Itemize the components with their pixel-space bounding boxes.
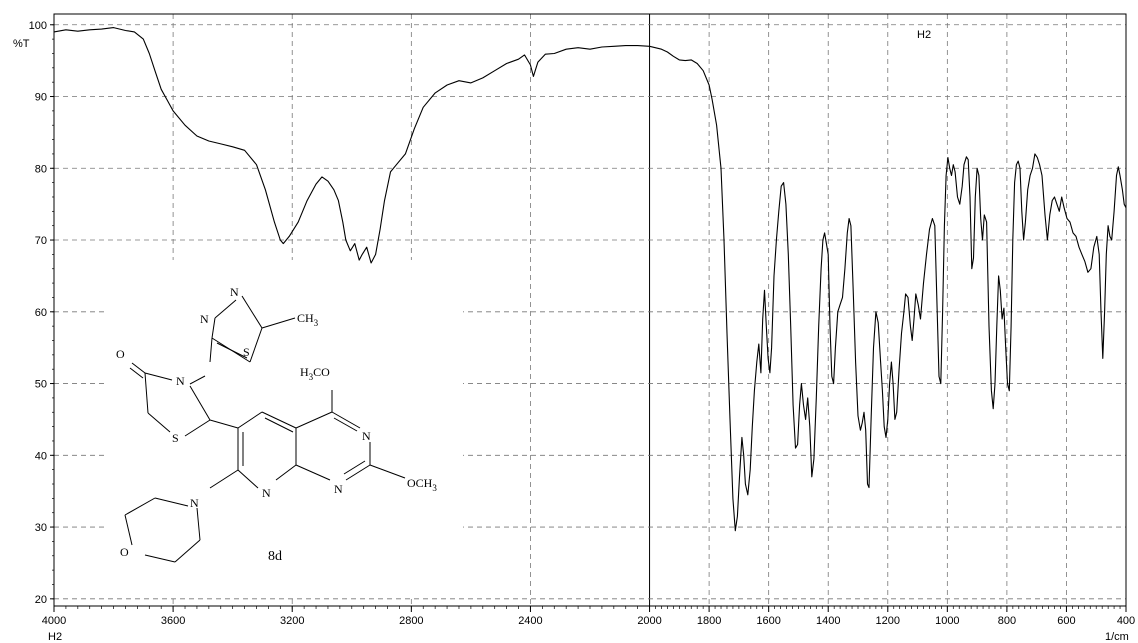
bond xyxy=(216,342,248,359)
bond xyxy=(331,411,361,429)
bond xyxy=(241,295,263,329)
bond xyxy=(237,469,259,489)
bond xyxy=(124,514,133,546)
bond xyxy=(211,317,216,339)
methoxy-top-subscript: 3 xyxy=(309,372,314,382)
y-tick-label: 20 xyxy=(35,594,47,606)
bond xyxy=(124,497,156,516)
bond xyxy=(264,417,294,433)
atom-label: O xyxy=(120,545,129,559)
y-tick-label: 70 xyxy=(35,235,47,247)
x-tick-label: 2800 xyxy=(399,615,423,627)
x-tick-label: 1400 xyxy=(816,615,840,627)
bond xyxy=(209,469,239,489)
bond xyxy=(249,327,263,363)
bond xyxy=(131,362,146,374)
bond xyxy=(189,375,206,385)
methoxy-top-co: CO xyxy=(313,365,330,379)
chemical-structure-8d: N N S CH3 O N S H3CO N N OCH3 N N O 8d xyxy=(108,260,463,595)
bond xyxy=(261,411,297,429)
methoxy-top-h: H xyxy=(300,365,309,379)
x-tick-label: 800 xyxy=(998,615,1016,627)
bond xyxy=(147,412,171,433)
atom-label: O xyxy=(116,347,125,361)
y-axis-label: %T xyxy=(13,38,30,50)
bond xyxy=(295,464,331,481)
atom-label: S xyxy=(172,431,179,445)
compound-label: 8d xyxy=(268,549,282,564)
bond xyxy=(189,385,211,421)
y-tick-label: 30 xyxy=(35,522,47,534)
x-tick-label: 1000 xyxy=(935,615,959,627)
bond xyxy=(209,337,213,363)
bond xyxy=(144,372,173,381)
bond xyxy=(144,554,176,563)
x-axis-label: 1/cm xyxy=(1105,631,1129,643)
atom-label: CH3 xyxy=(297,311,319,328)
bond xyxy=(343,460,366,475)
bond xyxy=(261,317,296,329)
bond xyxy=(174,539,201,563)
bond xyxy=(196,507,201,541)
y-tick-label: 90 xyxy=(35,92,47,104)
x-tick-label: 2400 xyxy=(518,615,542,627)
atom-label: N xyxy=(334,482,343,496)
x-tick-label: 1600 xyxy=(756,615,780,627)
atom-label: S xyxy=(243,345,250,359)
bond xyxy=(154,497,189,507)
methyl-text: CH xyxy=(297,311,314,325)
atom-label: N xyxy=(190,496,199,510)
y-tick-label: 80 xyxy=(35,163,47,175)
bond xyxy=(209,419,239,429)
x-tick-label: 1800 xyxy=(697,615,721,627)
bond xyxy=(345,464,371,481)
bond xyxy=(184,419,211,437)
chart-title: H2 xyxy=(917,29,931,41)
methyl-subscript: 3 xyxy=(314,318,319,328)
methoxy-right-text: OCH xyxy=(407,476,433,490)
atom-label: N xyxy=(230,285,239,299)
bond xyxy=(214,299,237,319)
spectrum-line xyxy=(53,27,1127,532)
methoxy-right-subscript: 3 xyxy=(432,483,437,493)
structure-background xyxy=(108,260,463,595)
bond xyxy=(333,417,358,432)
bond xyxy=(144,372,149,414)
y-tick-label: 100 xyxy=(29,20,47,32)
x-tick-label: 1200 xyxy=(876,615,900,627)
x-tick-label: 400 xyxy=(1117,615,1135,627)
bond xyxy=(237,411,263,429)
bond xyxy=(275,464,297,481)
atom-label: N xyxy=(362,429,371,443)
atom-label: N xyxy=(262,486,271,500)
bond xyxy=(295,411,333,429)
bond xyxy=(129,367,144,379)
atom-label: N xyxy=(200,312,209,326)
x-corner-label: H2 xyxy=(48,631,62,643)
atom-label: H3CO xyxy=(300,365,330,382)
spectrum-series xyxy=(53,27,1127,532)
bond xyxy=(369,464,406,479)
atom-label: OCH3 xyxy=(407,476,437,493)
x-tick-label: 600 xyxy=(1057,615,1075,627)
atom-label: N xyxy=(176,374,185,388)
x-tick-label: 3600 xyxy=(161,615,185,627)
x-tick-label: 2000 xyxy=(637,615,661,627)
x-tick-label: 3200 xyxy=(280,615,304,627)
y-tick-label: 60 xyxy=(35,307,47,319)
y-tick-label: 40 xyxy=(35,450,47,462)
x-tick-label: 4000 xyxy=(42,615,66,627)
y-tick-label: 50 xyxy=(35,379,47,391)
